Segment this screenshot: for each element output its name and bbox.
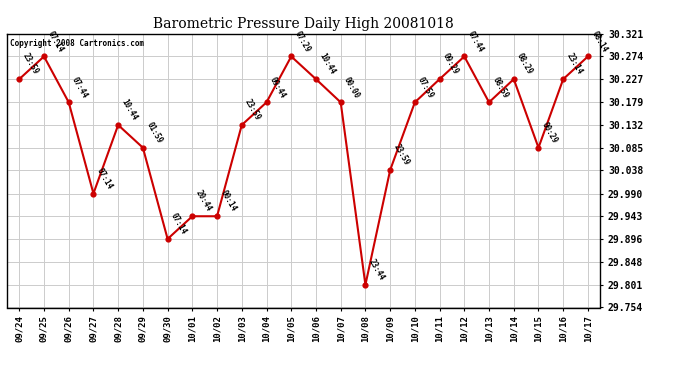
Point [137, 145, 148, 151]
Point [335, 99, 346, 105]
Point [212, 213, 223, 219]
Text: 23:59: 23:59 [391, 143, 411, 167]
Point [261, 99, 272, 105]
Text: 10:44: 10:44 [317, 52, 337, 76]
Point [484, 99, 495, 105]
Text: Copyright 2008 Cartronics.com: Copyright 2008 Cartronics.com [10, 39, 144, 48]
Text: 01:59: 01:59 [144, 120, 164, 145]
Point [236, 122, 247, 128]
Point [14, 76, 25, 82]
Point [286, 54, 297, 60]
Text: 07:14: 07:14 [169, 211, 188, 236]
Text: 07:59: 07:59 [416, 75, 435, 99]
Point [384, 167, 395, 173]
Text: 09:29: 09:29 [441, 52, 460, 76]
Text: 08:59: 08:59 [491, 75, 510, 99]
Point [533, 145, 544, 151]
Title: Barometric Pressure Daily High 20081018: Barometric Pressure Daily High 20081018 [153, 17, 454, 31]
Text: 07:29: 07:29 [293, 29, 312, 54]
Point [162, 236, 173, 242]
Text: 10:44: 10:44 [119, 98, 139, 122]
Text: 23:59: 23:59 [21, 52, 40, 76]
Point [409, 99, 420, 105]
Text: 07:44: 07:44 [466, 29, 485, 54]
Point [360, 282, 371, 288]
Point [434, 76, 445, 82]
Text: 23:59: 23:59 [243, 98, 262, 122]
Point [39, 54, 50, 60]
Point [88, 190, 99, 196]
Point [459, 54, 470, 60]
Text: 07:14: 07:14 [95, 166, 114, 191]
Text: 00:00: 00:00 [342, 75, 362, 99]
Point [112, 122, 124, 128]
Text: 07:14: 07:14 [46, 29, 65, 54]
Point [310, 76, 322, 82]
Point [582, 54, 593, 60]
Text: 07:44: 07:44 [70, 75, 90, 99]
Text: 20:44: 20:44 [194, 189, 213, 213]
Text: 08:29: 08:29 [515, 52, 535, 76]
Text: 08:14: 08:14 [589, 29, 609, 54]
Text: 23:44: 23:44 [367, 258, 386, 282]
Text: 23:14: 23:14 [564, 52, 584, 76]
Point [63, 99, 75, 105]
Point [509, 76, 520, 82]
Point [558, 76, 569, 82]
Text: 00:29: 00:29 [540, 120, 559, 145]
Text: 09:44: 09:44 [268, 75, 287, 99]
Text: 00:14: 00:14 [219, 189, 238, 213]
Point [187, 213, 198, 219]
